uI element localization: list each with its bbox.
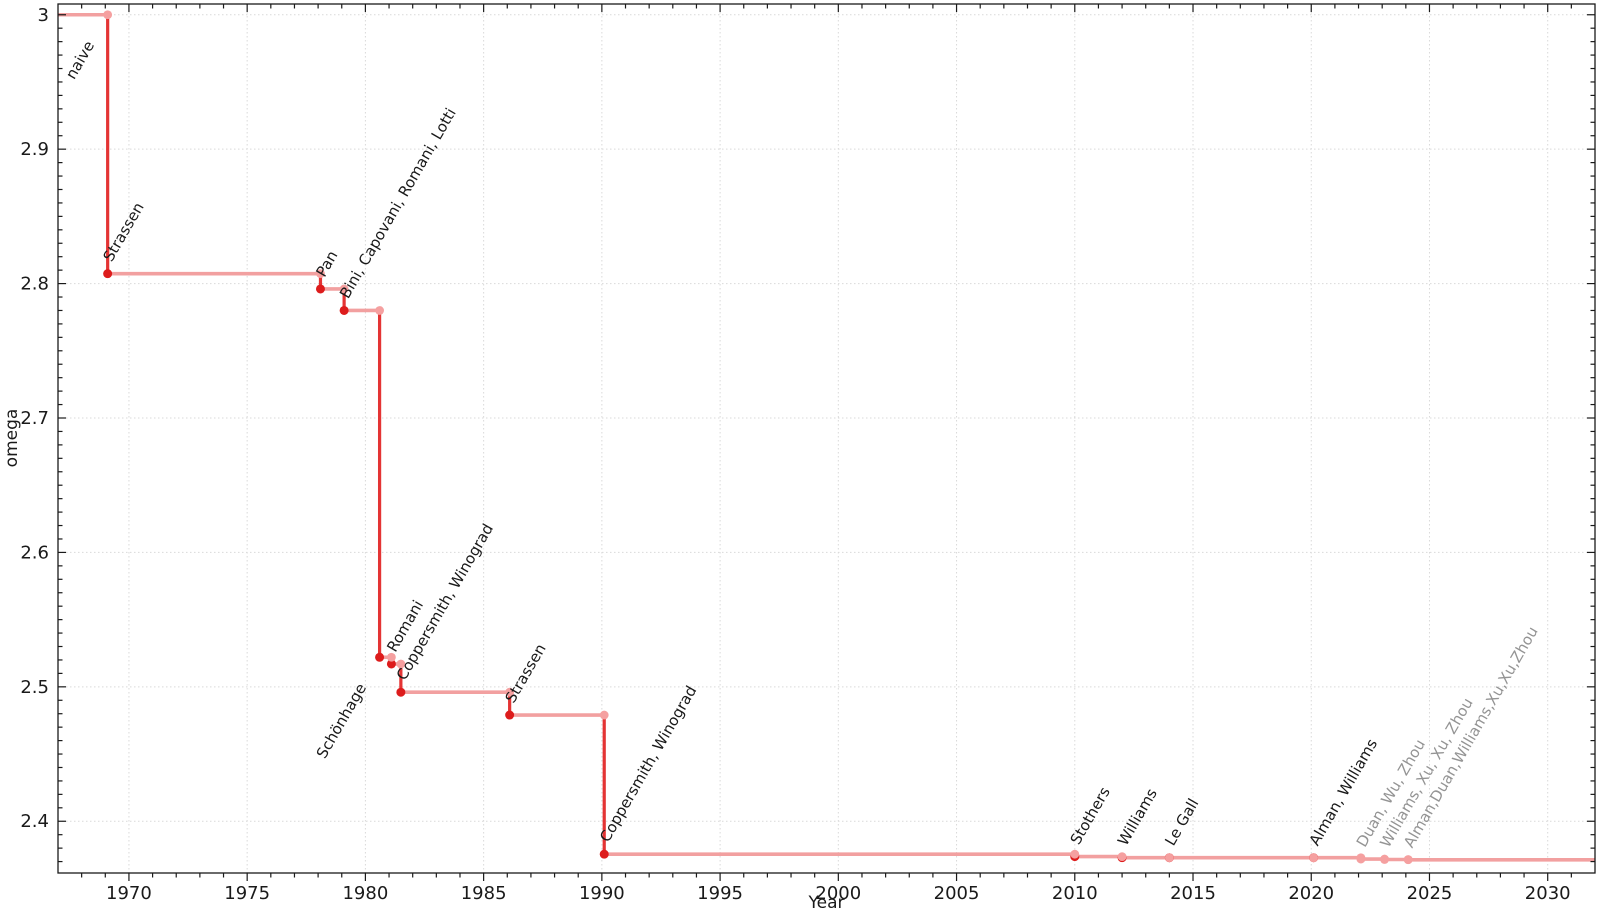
data-point — [396, 687, 406, 697]
y-tick-label: 2.4 — [20, 811, 49, 832]
x-tick-label: 1995 — [697, 883, 743, 904]
corner-point — [1117, 852, 1127, 862]
x-tick-label: 1985 — [461, 883, 507, 904]
y-tick-label: 2.8 — [20, 274, 49, 295]
plot-frame — [57, 3, 1596, 874]
data-point — [386, 659, 396, 669]
corner-point — [599, 710, 609, 720]
x-tick-label: 2020 — [1288, 883, 1334, 904]
data-point — [375, 652, 385, 662]
x-tick-label: 2010 — [1052, 883, 1098, 904]
x-tick-label: 2015 — [1170, 883, 1216, 904]
x-axis-title: Year — [808, 893, 845, 913]
point-label: Strassen — [502, 641, 550, 706]
x-tick-label: 1980 — [342, 883, 388, 904]
point-label: Le Gall — [1161, 795, 1202, 848]
corner-point — [1380, 855, 1389, 864]
point-label: Bini, Capovani, Romani, Lotti — [336, 105, 460, 301]
point-label: naive — [62, 38, 98, 82]
x-tick-label: 1970 — [106, 883, 152, 904]
data-point — [339, 305, 349, 315]
corner-point — [1164, 853, 1174, 863]
corner-point — [1309, 853, 1319, 863]
corner-point — [396, 659, 406, 669]
corner-point — [1403, 855, 1413, 865]
x-tick-label: 2025 — [1407, 883, 1453, 904]
y-axis-title: omega — [2, 408, 22, 468]
corner-point — [316, 269, 325, 279]
point-label: Williams — [1114, 785, 1161, 849]
point-label: Coppersmith, Winograd — [596, 683, 700, 846]
y-tick-label: 2.6 — [20, 542, 49, 563]
data-point — [505, 710, 515, 720]
x-tick-label: 1990 — [579, 883, 625, 904]
y-tick-label: 2.9 — [20, 139, 49, 160]
data-point — [103, 269, 113, 279]
data-point — [315, 284, 325, 294]
point-label: Schönhage — [313, 680, 370, 761]
corner-point — [375, 306, 384, 315]
corner-point — [387, 652, 396, 662]
x-tick-label: 2000 — [815, 883, 861, 904]
corner-point — [1070, 849, 1080, 859]
corner-point — [103, 10, 113, 20]
corner-point — [505, 687, 515, 697]
y-tick-label: 3 — [38, 5, 49, 26]
corner-point — [1356, 854, 1366, 864]
y-tick-label: 2.7 — [20, 408, 49, 429]
point-label: Stothers — [1067, 784, 1114, 848]
point-label: Alman,Duan,Williams,Xu,Xu,Zhou — [1400, 623, 1542, 850]
x-tick-label: 2030 — [1525, 883, 1571, 904]
data-point — [599, 849, 609, 859]
corner-point — [339, 284, 349, 294]
x-tick-label: 2005 — [934, 883, 980, 904]
x-tick-label: 1975 — [224, 883, 270, 904]
y-tick-label: 2.5 — [20, 677, 49, 698]
